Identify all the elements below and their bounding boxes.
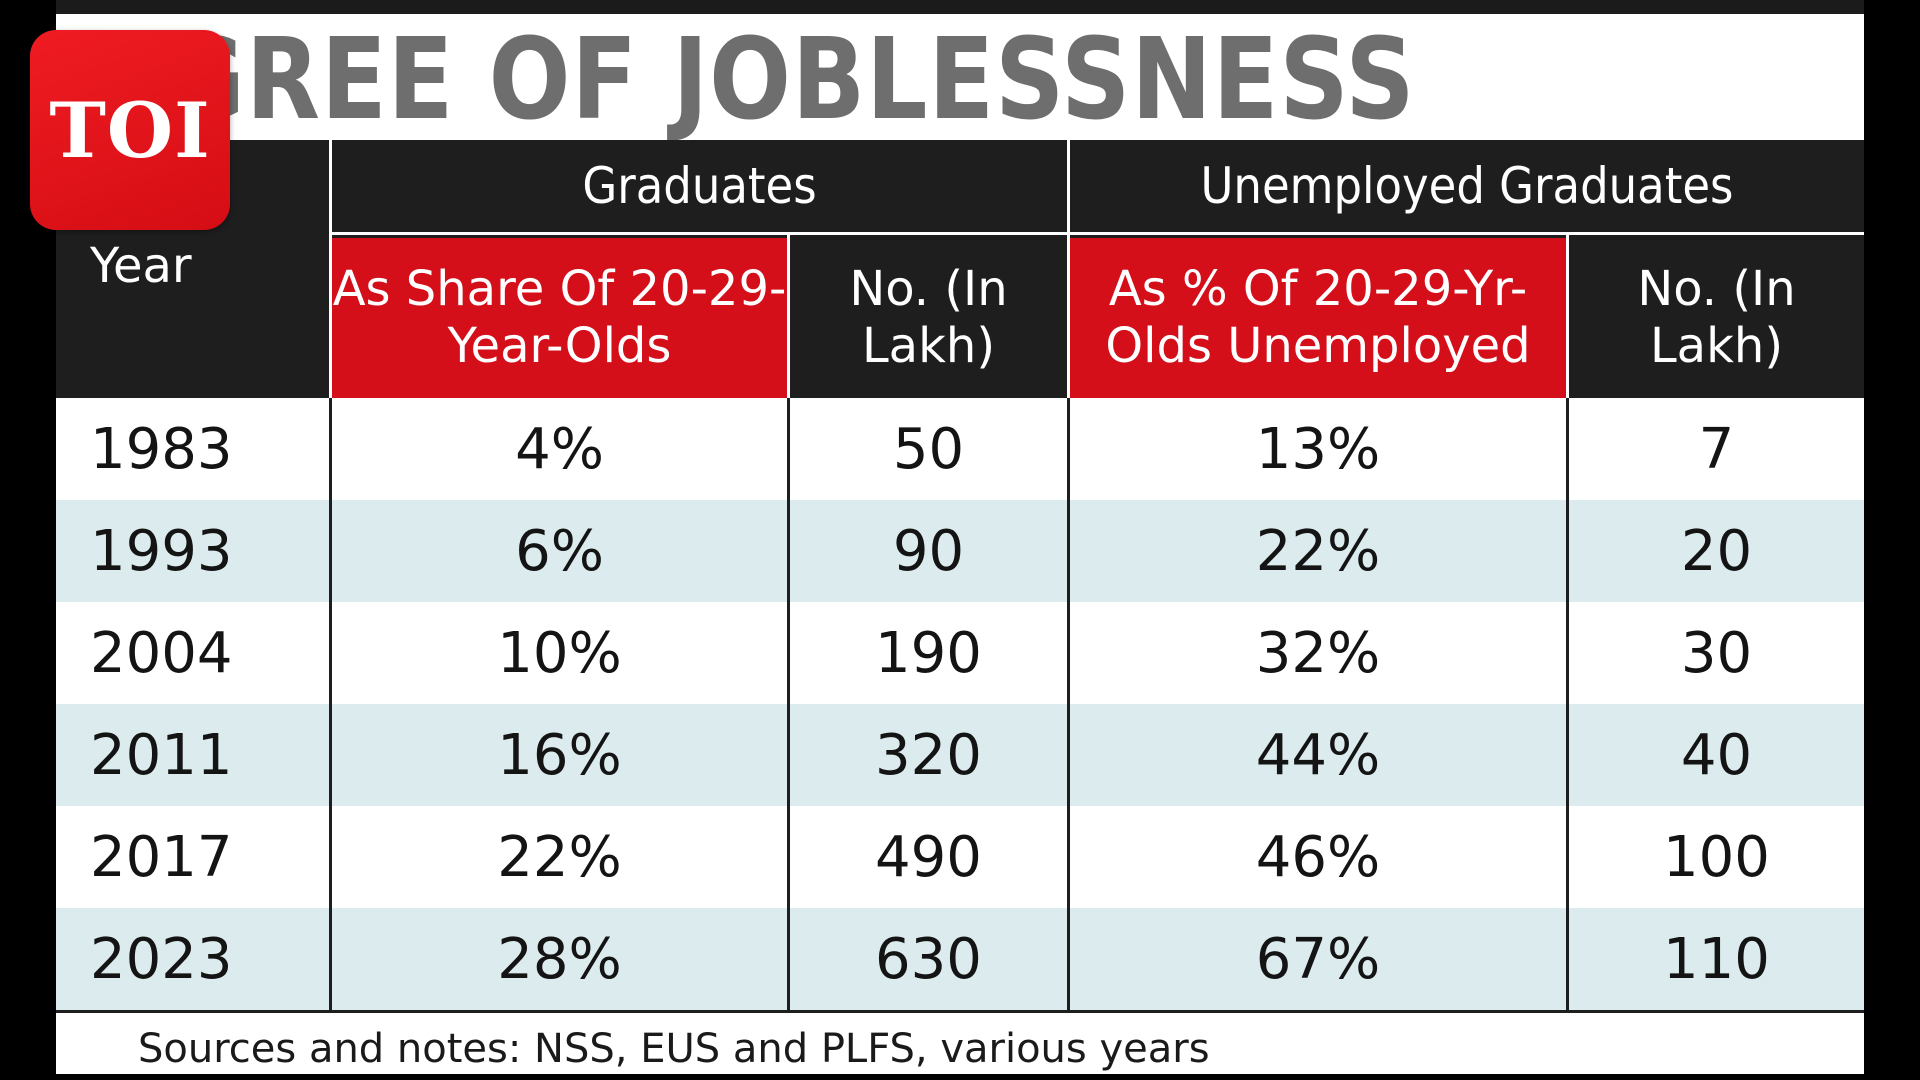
chart-title: GREE OF JOBLESSNESS bbox=[166, 15, 1416, 145]
graduates-share-cell: 28% bbox=[497, 926, 622, 992]
unemployed-share-cell: 44% bbox=[1255, 722, 1381, 788]
column-divider bbox=[1566, 398, 1569, 1010]
group-header-unemployed-graduates: Unemployed Graduates bbox=[1200, 157, 1734, 215]
unemployed-share-cell: 32% bbox=[1255, 620, 1381, 686]
year-cell: 2011 bbox=[90, 722, 233, 788]
table-header: Graduates Unemployed Graduates Year As S… bbox=[56, 140, 1864, 398]
graduates-number-cell: 630 bbox=[875, 926, 982, 992]
source-note: Sources and notes: NSS, EUS and PLFS, va… bbox=[138, 1026, 1210, 1072]
graduates-share-cell: 22% bbox=[497, 824, 622, 890]
group-divider bbox=[332, 232, 1864, 235]
year-cell: 1983 bbox=[90, 416, 233, 482]
toi-logo-text: TOI bbox=[49, 85, 211, 175]
header-divider bbox=[329, 140, 332, 398]
unemployed-share-cell: 67% bbox=[1255, 926, 1381, 992]
column-header-graduates-number: No. (In Lakh) bbox=[849, 261, 1008, 374]
table-row: 2011 16% 320 44% 40 bbox=[56, 704, 1864, 806]
header-divider bbox=[1566, 235, 1569, 398]
unemployed-share-cell: 13% bbox=[1255, 416, 1381, 482]
graduates-number-cell: 490 bbox=[875, 824, 982, 890]
table-row: 2023 28% 630 67% 110 bbox=[56, 908, 1864, 1010]
column-divider bbox=[329, 398, 332, 1010]
table-row: 1983 4% 50 13% 7 bbox=[56, 398, 1864, 500]
top-border bbox=[56, 0, 1864, 14]
column-divider bbox=[1067, 398, 1070, 1010]
unemployed-number-cell: 7 bbox=[1698, 416, 1735, 482]
table-row: 2004 10% 190 32% 30 bbox=[56, 602, 1864, 704]
unemployed-share-cell: 46% bbox=[1255, 824, 1381, 890]
graduates-share-cell: 10% bbox=[497, 620, 622, 686]
column-header-share: As Share Of 20-29-Year-Olds bbox=[332, 238, 787, 398]
year-cell: 1993 bbox=[90, 518, 233, 584]
unemployed-number-cell: 30 bbox=[1680, 620, 1753, 686]
year-column-header: Year bbox=[90, 238, 192, 294]
graduates-number-cell: 320 bbox=[875, 722, 982, 788]
graduates-number-cell: 90 bbox=[892, 518, 965, 584]
unemployed-number-cell: 20 bbox=[1680, 518, 1753, 584]
unemployed-number-cell: 110 bbox=[1663, 926, 1770, 992]
unemployed-number-cell: 100 bbox=[1663, 824, 1770, 890]
unemployed-share-cell: 22% bbox=[1255, 518, 1381, 584]
column-header-unemployed-number: No. (In Lakh) bbox=[1637, 261, 1796, 374]
header-divider bbox=[1067, 140, 1070, 398]
header-divider bbox=[787, 235, 790, 398]
graduates-share-cell: 16% bbox=[497, 722, 622, 788]
table-row: 1993 6% 90 22% 20 bbox=[56, 500, 1864, 602]
graduates-share-cell: 6% bbox=[515, 518, 604, 584]
table-bottom-rule bbox=[56, 1010, 1864, 1013]
column-header-unemployed-share: As % Of 20-29-Yr-Olds Unemployed bbox=[1070, 238, 1566, 398]
graduates-number-cell: 190 bbox=[875, 620, 982, 686]
table-row: 2017 22% 490 46% 100 bbox=[56, 806, 1864, 908]
group-header-graduates: Graduates bbox=[582, 157, 817, 215]
year-cell: 2004 bbox=[90, 620, 233, 686]
unemployed-number-cell: 40 bbox=[1680, 722, 1753, 788]
column-divider bbox=[787, 398, 790, 1010]
year-cell: 2017 bbox=[90, 824, 233, 890]
graduates-number-cell: 50 bbox=[892, 416, 965, 482]
year-cell: 2023 bbox=[90, 926, 233, 992]
graduates-share-cell: 4% bbox=[515, 416, 604, 482]
toi-logo: TOI bbox=[30, 30, 230, 230]
